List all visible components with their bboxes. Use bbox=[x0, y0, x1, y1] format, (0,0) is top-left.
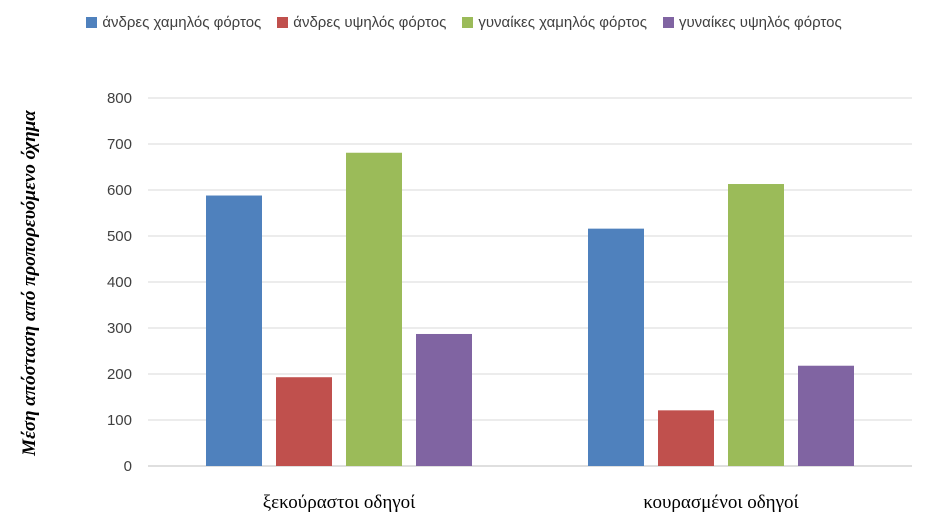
bar-1-0 bbox=[588, 228, 644, 466]
x-category-label-1: κουρασμένοι οδηγοί bbox=[643, 492, 799, 513]
legend-swatch-2 bbox=[462, 17, 474, 28]
legend-item-3: γυναίκες υψηλός φόρτος bbox=[662, 14, 842, 31]
y-tick-label-500: 500 bbox=[107, 228, 132, 245]
legend-item-2: γυναίκες χαμηλός φόρτος bbox=[462, 14, 647, 31]
bar-0-1 bbox=[276, 377, 332, 466]
legend-swatch-0 bbox=[86, 17, 98, 28]
bar-0-2 bbox=[346, 152, 402, 467]
legend-swatch-3 bbox=[662, 17, 674, 28]
legend-item-0: άνδρες χαμηλός φόρτος bbox=[86, 14, 261, 31]
bar-0-0 bbox=[206, 195, 262, 466]
bar-1-2 bbox=[728, 184, 784, 466]
legend-label-3: γυναίκες υψηλός φόρτος bbox=[678, 14, 842, 31]
y-tick-label-600: 600 bbox=[107, 182, 132, 199]
legend-label-0: άνδρες χαμηλός φόρτος bbox=[102, 14, 262, 31]
legend-label-1: άνδρες υψηλός φόρτος bbox=[293, 14, 447, 31]
y-tick-label-300: 300 bbox=[107, 320, 132, 337]
y-tick-label-700: 700 bbox=[107, 136, 132, 153]
y-tick-label-800: 800 bbox=[107, 90, 132, 107]
x-category-label-0: ξεκούραστοι οδηγοί bbox=[263, 492, 416, 513]
legend-item-1: άνδρες υψηλός φόρτος bbox=[277, 14, 446, 31]
y-tick-label-400: 400 bbox=[107, 274, 132, 291]
y-tick-label-100: 100 bbox=[107, 412, 132, 429]
legend: άνδρες χαμηλός φόρτος άνδρες υψηλός φόρτο… bbox=[0, 14, 928, 31]
legend-swatch-1 bbox=[277, 17, 289, 28]
legend-label-2: γυναίκες χαμηλός φόρτος bbox=[478, 14, 647, 31]
y-tick-label-0: 0 bbox=[124, 458, 132, 475]
bar-1-3 bbox=[798, 365, 854, 466]
bar-1-1 bbox=[658, 410, 714, 466]
bar-0-3 bbox=[416, 333, 472, 466]
y-tick-label-200: 200 bbox=[107, 366, 132, 383]
